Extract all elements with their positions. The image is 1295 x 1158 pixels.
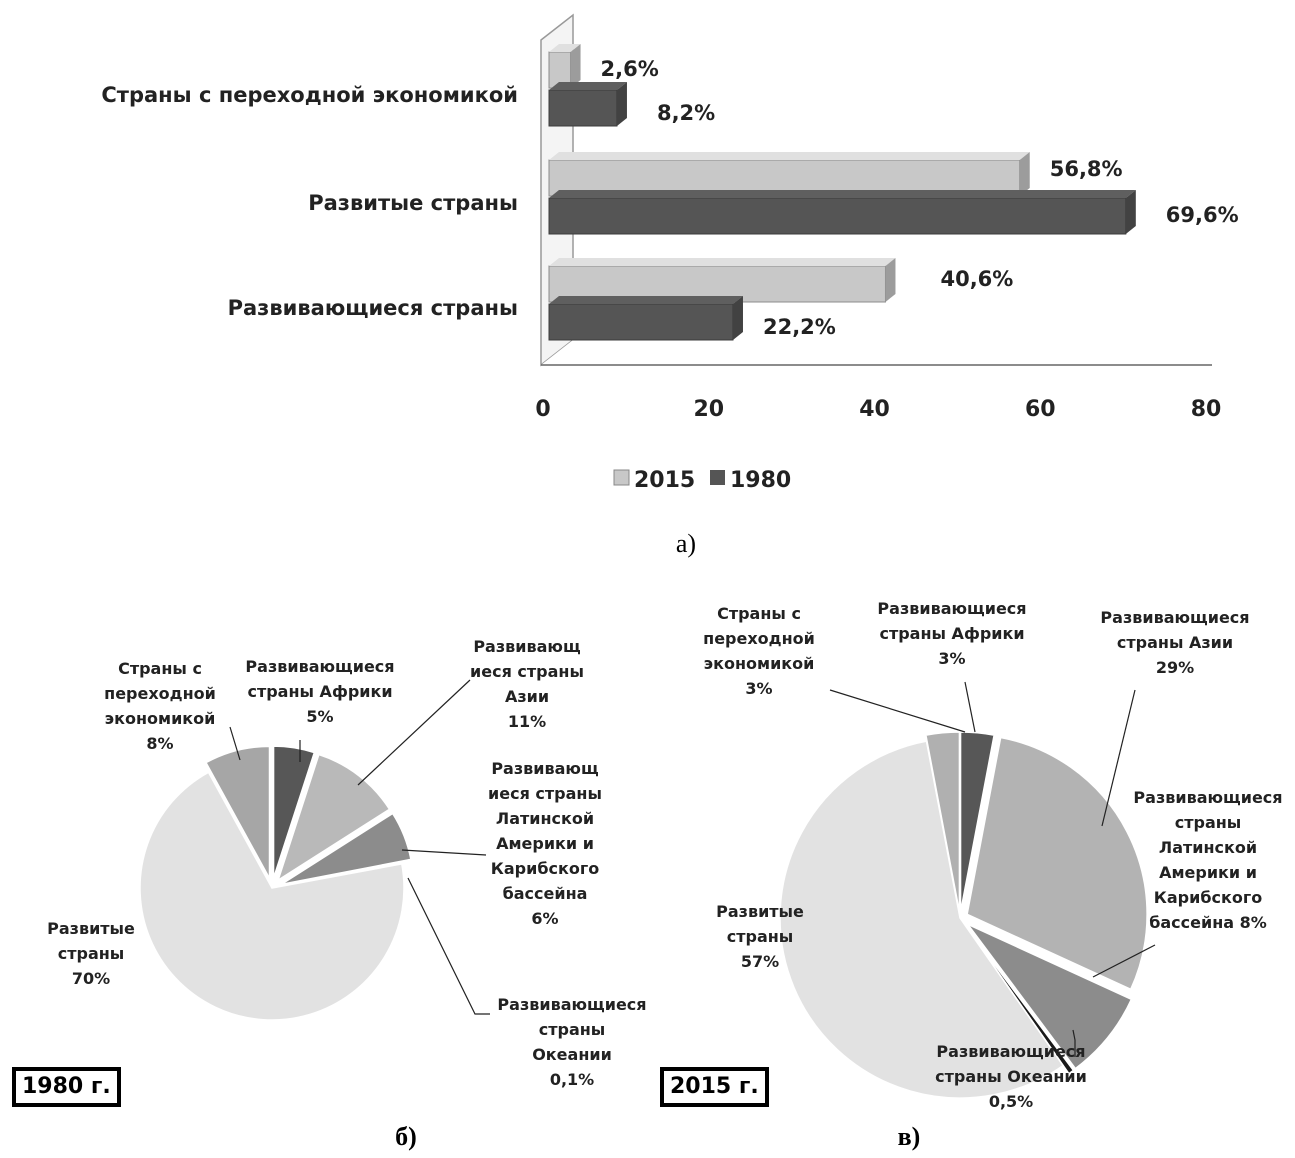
category-label: Страны с переходной экономикой bbox=[101, 83, 518, 107]
data-label: 56,8% bbox=[1050, 157, 1123, 181]
data-label: 69,6% bbox=[1166, 203, 1239, 227]
legend-swatch-1980 bbox=[710, 470, 725, 485]
leader-line bbox=[357, 679, 471, 786]
bar-1980 bbox=[548, 296, 743, 341]
leader-line bbox=[1101, 689, 1136, 827]
bar-2015 bbox=[548, 44, 581, 89]
pie-label-latam: Развивающ иеся страны Латинской Америки и Ка… bbox=[488, 759, 602, 928]
leader-line bbox=[229, 726, 241, 761]
bar-2015 bbox=[548, 258, 896, 303]
pie-slice-asia bbox=[276, 753, 391, 882]
pie-label-oceania: Развивающиеся страны Океании 0,1% bbox=[497, 995, 646, 1089]
leader-line bbox=[407, 877, 490, 1015]
x-tick-label: 80 bbox=[1191, 397, 1222, 422]
data-label: 2,6% bbox=[601, 57, 659, 81]
legend-label-2015: 2015 bbox=[634, 468, 695, 493]
leader-line bbox=[964, 681, 976, 733]
data-label: 22,2% bbox=[763, 315, 836, 339]
caption-v: в) bbox=[898, 1122, 921, 1151]
leader-line bbox=[1072, 1029, 1076, 1057]
pie-label-asia: Развивающ иеся страны Азии 11% bbox=[470, 637, 584, 731]
leader-line bbox=[1092, 944, 1156, 978]
pie-slice-oceania bbox=[965, 925, 1075, 1075]
category-label: Развитые страны bbox=[308, 191, 518, 215]
chart-floor bbox=[541, 340, 1212, 365]
x-tick-label: 0 bbox=[535, 397, 550, 422]
leader-line bbox=[401, 849, 487, 856]
caption-a: а) bbox=[676, 529, 696, 558]
pie-label-africa: Развивающиеся страны Африки 3% bbox=[877, 599, 1026, 668]
year-box-1980: 1980 г. bbox=[12, 1067, 121, 1107]
pie-chart-1980: Развивающиеся страны Африки 5% Развивающ иес… bbox=[47, 637, 646, 1151]
legend-label-1980: 1980 bbox=[730, 468, 791, 493]
year-box-2015: 2015 г. bbox=[660, 1067, 769, 1107]
pie-label-asia: Развивающиеся страны Азии 29% bbox=[1100, 608, 1249, 677]
bar-1980 bbox=[548, 82, 627, 127]
bar-chart: 2,6% 8,2% 56,8% 69,6% 40,6% 22,2% Страны с пе… bbox=[101, 13, 1239, 558]
pie-slice-africa bbox=[959, 731, 996, 913]
pie-slice-latam bbox=[967, 923, 1133, 1070]
x-tick-label: 20 bbox=[693, 397, 724, 422]
pie-slice-developed bbox=[139, 771, 405, 1021]
pie-slice-developed bbox=[779, 740, 1065, 1099]
pie-slice-transition bbox=[924, 731, 961, 913]
pie-label-developed: Развитые страны 70% bbox=[47, 919, 135, 988]
pie-label-africa: Развивающиеся страны Африки 5% bbox=[245, 657, 394, 726]
category-label: Развивающиеся страны bbox=[228, 296, 518, 320]
x-tick-label: 60 bbox=[1025, 397, 1056, 422]
pie-label-transition: Страны с переходной экономикой 3% bbox=[703, 604, 815, 698]
x-tick-label: 40 bbox=[859, 397, 890, 422]
data-label: 40,6% bbox=[940, 267, 1013, 291]
legend: 2015 1980 bbox=[613, 468, 791, 493]
pie-label-developed: Развитые страны 57% bbox=[716, 902, 804, 971]
pie-chart-2015: Развивающиеся страны Африки 3% Развивающиес… bbox=[703, 599, 1282, 1151]
caption-b: б) bbox=[395, 1122, 417, 1151]
bar-2015 bbox=[548, 152, 1030, 197]
pie-label-oceania: Развивающиеся страны Океании 0,5% bbox=[935, 1042, 1087, 1111]
leader-line bbox=[829, 689, 966, 733]
pie-slice-africa bbox=[272, 745, 316, 879]
pie-label-transition: Страны с переходной экономикой 8% bbox=[104, 659, 216, 753]
bar-1980 bbox=[548, 190, 1136, 235]
data-label: 8,2% bbox=[657, 101, 715, 125]
pie-slice-latam bbox=[280, 812, 412, 886]
pie-label-latam: Развивающиеся страны Латинской Америки и Кар… bbox=[1133, 788, 1282, 932]
legend-swatch-2015 bbox=[613, 469, 630, 486]
